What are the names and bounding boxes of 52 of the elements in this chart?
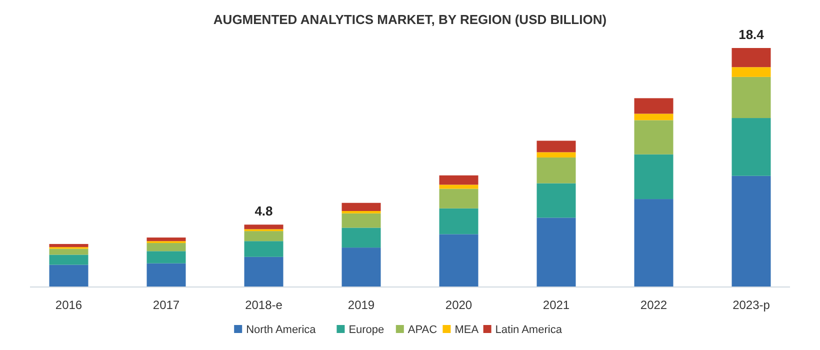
- bar: [634, 154, 674, 200]
- bar: [244, 224, 284, 230]
- bar: [49, 248, 88, 255]
- bar: [439, 208, 478, 234]
- bar: [732, 76, 771, 118]
- bar: [342, 213, 381, 228]
- bar: [439, 188, 478, 208]
- bar: [244, 256, 284, 287]
- legend-label: MEA: [454, 324, 480, 336]
- bar: [342, 248, 381, 287]
- bar: [49, 254, 88, 265]
- x-tick-label: 2017: [152, 298, 180, 312]
- bar: [732, 118, 771, 176]
- x-tick-label: 2019: [348, 298, 375, 312]
- x-tick-label: 2023-p: [732, 298, 770, 312]
- bar: [634, 114, 674, 120]
- bar: [49, 244, 88, 248]
- bar: [536, 157, 576, 184]
- bar: [536, 140, 576, 152]
- bar: [732, 48, 771, 68]
- bar: [536, 152, 576, 158]
- chart-title: AUGMENTED ANALYTICS MARKET, BY REGION (USD BILLION): [213, 12, 607, 27]
- bar: [536, 218, 576, 287]
- bar: [732, 176, 771, 287]
- bar: [634, 199, 674, 287]
- bar: [439, 234, 478, 287]
- bar: [146, 243, 186, 252]
- x-tick-label: 2016: [55, 298, 82, 312]
- x-tick-label: 2021: [542, 298, 570, 312]
- x-tick-label: 2018-e: [245, 298, 283, 312]
- legend-label: APAC: [408, 324, 438, 336]
- annotation: 4.8: [254, 204, 273, 219]
- annotation: 18.4: [738, 27, 765, 42]
- bar: [146, 251, 186, 264]
- legend-label: Latin America: [495, 324, 563, 336]
- legend-label: North America: [246, 324, 317, 336]
- bar: [439, 175, 478, 185]
- bar: [146, 238, 186, 242]
- bar: [244, 231, 284, 242]
- x-tick-label: 2020: [445, 298, 472, 312]
- x-tick-label: 2022: [640, 298, 668, 312]
- bar: [732, 67, 771, 77]
- bar: [439, 184, 478, 189]
- bar: [634, 98, 674, 114]
- bar: [342, 228, 381, 248]
- legend-label: Europe: [348, 324, 384, 336]
- bar: [342, 202, 381, 211]
- bar: [244, 241, 284, 257]
- bar: [536, 183, 576, 218]
- bar: [49, 264, 88, 287]
- bar: [634, 120, 674, 154]
- bar: [146, 263, 186, 287]
